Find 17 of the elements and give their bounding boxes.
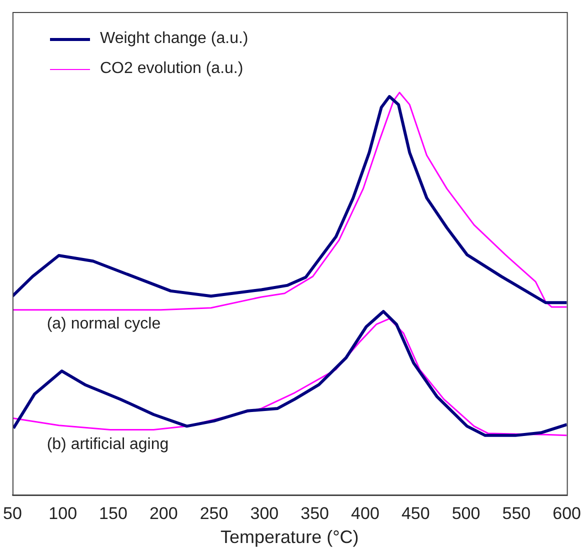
annotation: (a) normal cycle	[46, 315, 161, 332]
x-tick-label: 550	[502, 504, 531, 523]
x-tick-label: 150	[99, 504, 128, 523]
x-tick-label: 400	[351, 504, 380, 523]
x-tick-label: 250	[200, 504, 228, 523]
x-tick-label: 500	[452, 504, 480, 523]
x-tick-label: 100	[48, 504, 78, 523]
annotation: (b) artificial aging	[46, 436, 169, 454]
legend-label: CO2 evolution (a.u.)	[100, 60, 244, 78]
x-tick-label: 450	[401, 504, 430, 523]
x-tick-label: 350	[300, 504, 330, 523]
x-axis-title: Temperature (°C)	[220, 527, 359, 548]
x-tick-label: 300	[250, 504, 279, 523]
x-tick-label: 50	[2, 504, 22, 523]
x-tick-label: 200	[149, 504, 178, 523]
legend-label: Weight change (a.u.)	[100, 30, 248, 48]
x-tick-label: 600	[552, 504, 582, 523]
